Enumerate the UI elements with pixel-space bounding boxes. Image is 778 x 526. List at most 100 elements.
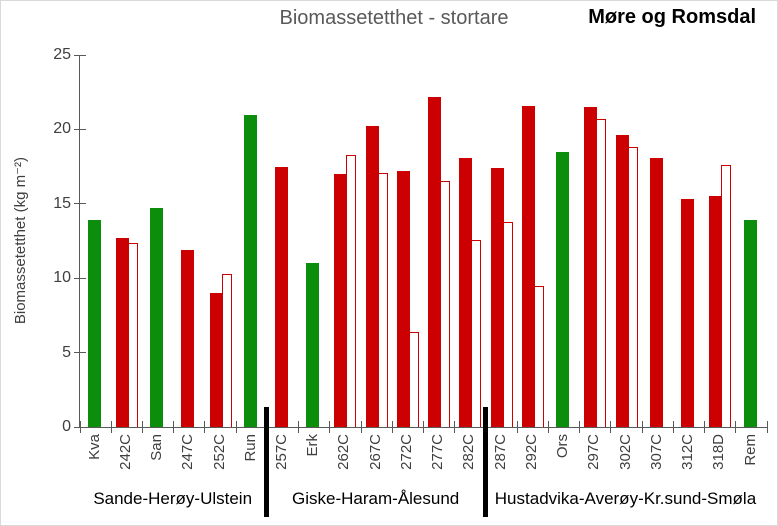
x-tick-mark xyxy=(141,421,143,433)
x-tick-mark xyxy=(610,421,612,433)
region-label: Sande-Herøy-Ulstein xyxy=(93,489,253,508)
bar-outline-282C xyxy=(471,239,482,427)
x-tick-mark xyxy=(110,421,112,433)
bar-solid-292C xyxy=(521,105,535,427)
bar-solid-Erk xyxy=(306,263,320,427)
bar-group-318D xyxy=(705,55,736,427)
x-tick-label: Erk xyxy=(304,434,322,457)
bar-group-Ors xyxy=(549,55,580,427)
bar-outline-267C xyxy=(377,172,388,427)
bar-outline-242C xyxy=(127,242,138,427)
bar-group-257C xyxy=(267,55,298,427)
x-tick-label: Kva xyxy=(85,434,103,460)
x-tick-label: 262C xyxy=(335,434,353,470)
y-tick-label: 25 xyxy=(53,46,71,63)
x-tick-mark xyxy=(485,421,487,433)
x-tick-mark xyxy=(79,421,81,433)
bar-solid-Rem xyxy=(743,220,757,427)
x-tick-mark xyxy=(298,421,300,433)
x-tick-mark xyxy=(704,421,706,433)
x-tick-mark xyxy=(204,421,206,433)
region-label: Hustadvika-Averøy-Kr.sund-Smøla xyxy=(494,489,757,508)
bar-group-307C xyxy=(642,55,673,427)
x-tick-label: 272C xyxy=(397,434,415,470)
bar-group-312C xyxy=(673,55,704,427)
bar-solid-Run xyxy=(243,114,257,427)
x-tick-mark xyxy=(516,421,518,433)
x-tick-label: 287C xyxy=(491,434,509,470)
bar-solid-267C xyxy=(365,126,379,427)
bar-solid-307C xyxy=(649,157,663,427)
bar-solid-Ors xyxy=(556,151,570,427)
x-tick-label: 292C xyxy=(522,434,540,470)
x-tick-mark xyxy=(266,421,268,433)
bar-solid-San xyxy=(150,208,164,427)
x-tick-label: 312C xyxy=(679,434,697,470)
bar-solid-Kva xyxy=(87,220,101,427)
bar-solid-282C xyxy=(459,157,473,427)
bar-group-277C xyxy=(424,55,455,427)
y-tick-label: 20 xyxy=(53,120,71,138)
region-labels: Sande-Herøy-Ulstein Giske-Haram-Ålesund Hu… xyxy=(79,489,766,509)
bar-outline-252C xyxy=(221,273,232,427)
y-tick-label: 5 xyxy=(62,343,71,361)
x-tick-label: 277C xyxy=(429,434,447,470)
x-tick-label: 257C xyxy=(273,434,291,470)
bar-solid-272C xyxy=(396,171,410,427)
bar-solid-277C xyxy=(428,96,442,427)
bar-group-Rem xyxy=(736,55,767,427)
bar-solid-302C xyxy=(615,135,629,427)
bar-group-Run xyxy=(236,55,267,427)
bar-group-292C xyxy=(517,55,548,427)
x-tick-mark xyxy=(454,421,456,433)
bar-outline-318D xyxy=(721,165,732,427)
bar-solid-247C xyxy=(181,249,195,427)
y-tick-mark xyxy=(74,54,86,56)
x-tick-label: 297C xyxy=(585,434,603,470)
bar-group-297C xyxy=(580,55,611,427)
bar-solid-318D xyxy=(709,196,723,427)
y-tick-label: 0 xyxy=(62,418,71,435)
y-axis-title: Biomassetetthet (kg m⁻²) xyxy=(12,157,29,325)
bar-outline-287C xyxy=(502,221,513,427)
chart-region-title: Møre og Romsdal xyxy=(588,6,756,28)
bar-group-San xyxy=(142,55,173,427)
bar-group-302C xyxy=(611,55,642,427)
x-tick-label: 242C xyxy=(116,434,134,470)
bar-group-272C xyxy=(392,55,423,427)
y-tick-mark xyxy=(74,203,86,205)
y-tick-mark xyxy=(74,352,86,354)
x-tick-label: 302C xyxy=(616,434,634,470)
plot-area xyxy=(74,54,768,433)
x-tick-label: 307C xyxy=(647,434,665,470)
x-tick-label: 247C xyxy=(179,434,197,470)
x-tick-mark xyxy=(360,421,362,433)
x-tick-label: 267C xyxy=(366,434,384,470)
x-tick-mark xyxy=(672,421,674,433)
bar-solid-242C xyxy=(115,238,129,427)
y-tick-labels: 0 5 10 15 20 25 xyxy=(29,46,71,435)
x-tick-mark xyxy=(423,421,424,433)
bar-group-267C xyxy=(361,55,392,427)
x-tick-label: 252C xyxy=(210,434,228,470)
bar-outline-277C xyxy=(440,181,451,427)
region-label: Giske-Haram-Ålesund xyxy=(292,489,460,508)
bar-group-262C xyxy=(330,55,361,427)
bar-group-242C xyxy=(111,55,142,427)
y-tick-mark xyxy=(74,128,86,130)
bar-solid-297C xyxy=(584,107,598,427)
bar-group-287C xyxy=(486,55,517,427)
y-tick-mark xyxy=(74,277,86,279)
x-tick-mark xyxy=(641,421,643,433)
chart-title: Biomassetetthet - stortare xyxy=(279,7,509,29)
bar-group-247C xyxy=(174,55,205,427)
x-tick-mark xyxy=(735,421,737,433)
bar-solid-252C xyxy=(209,293,223,427)
x-tick-mark xyxy=(329,421,331,433)
x-tick-label: San xyxy=(148,434,166,461)
bar-group-Kva xyxy=(80,55,111,427)
bar-outline-272C xyxy=(408,331,419,427)
bar-solid-312C xyxy=(681,199,695,427)
bar-groups xyxy=(80,55,767,427)
